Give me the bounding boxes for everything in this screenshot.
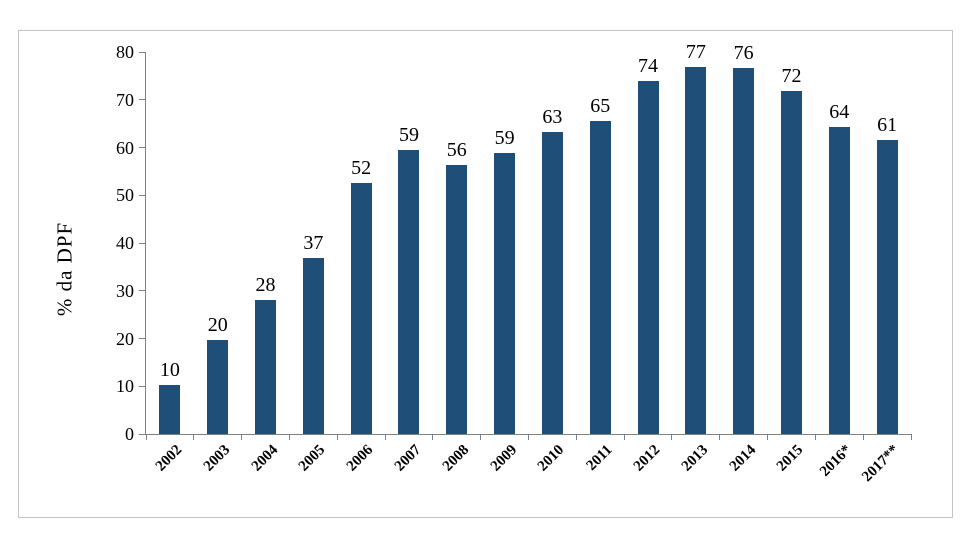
x-axis-tick: [862, 434, 864, 440]
y-axis-title: % da DPF: [52, 221, 77, 317]
bar: [350, 183, 372, 434]
y-axis-tick-label: 40: [116, 233, 134, 253]
bar: [207, 339, 229, 434]
y-axis-tick: [139, 290, 146, 292]
bar: [780, 90, 802, 434]
x-axis-tick: [241, 434, 243, 440]
plot-area: 0 10 20 30 40 50 60 70 80 10 2002 20 2003 28 2004 37 200…: [116, 42, 912, 485]
x-axis-tick: [432, 434, 434, 440]
x-axis-category-label: 2017**: [859, 442, 903, 486]
x-axis-tick: [623, 434, 625, 440]
y-axis-tick: [139, 242, 146, 244]
x-axis-tick: [814, 434, 816, 440]
bar: [446, 164, 468, 434]
y-axis-tick: [139, 99, 146, 101]
y-axis-tick: [139, 385, 146, 387]
x-axis-category-label: 2008: [439, 442, 473, 475]
bar: [541, 131, 563, 434]
x-axis-tick: [719, 434, 721, 440]
bar: [494, 152, 516, 434]
x-axis-tick: [671, 434, 673, 440]
bar-value-label: 37: [303, 232, 324, 255]
bar-value-label: 77: [685, 41, 706, 64]
y-axis-tick: [139, 338, 146, 339]
bar-value-label: 65: [590, 95, 611, 118]
bar: [398, 150, 420, 434]
bar-value-label: 59: [494, 126, 515, 149]
bar-value-label: 56: [446, 138, 467, 161]
bar: [302, 258, 324, 434]
x-axis-category-label: 2015: [774, 442, 807, 475]
bar: [589, 121, 611, 434]
x-axis-tick: [193, 434, 195, 440]
y-axis-tick-label: 50: [116, 185, 134, 206]
bar-value-label: 59: [398, 124, 419, 147]
x-axis-category-label: 2014: [726, 442, 759, 475]
x-axis-tick: [288, 434, 290, 440]
x-axis-tick: [910, 434, 912, 440]
y-axis-tick-label: 80: [116, 42, 134, 62]
bar-value-label: 20: [207, 313, 228, 336]
bar: [828, 127, 850, 434]
bar: [159, 384, 181, 434]
x-axis-category-label: 2013: [678, 442, 712, 475]
chart-frame: % da DPF 0 10 20 30 40 50 60 70 80 10 2002 20 2003 28…: [18, 30, 953, 518]
x-axis-category-label: 2004: [248, 442, 281, 475]
x-axis-tick: [384, 434, 386, 440]
y-axis-tick-label: 20: [116, 328, 134, 349]
bar-value-label: 61: [877, 114, 898, 137]
bar-value-label: 63: [542, 105, 563, 128]
x-axis-category-label: 2007: [391, 442, 425, 475]
bar: [637, 81, 659, 434]
x-axis-category-label: 2016*: [816, 442, 855, 480]
bar: [685, 67, 707, 434]
x-axis-category-label: 2010: [535, 442, 568, 475]
x-axis-tick: [336, 434, 338, 440]
x-axis-category-label: 2005: [296, 442, 329, 475]
y-axis-tick: [139, 433, 146, 435]
bar-value-label: 52: [351, 157, 372, 180]
y-axis-tick-label: 70: [116, 89, 134, 110]
bar: [255, 300, 277, 434]
bar: [876, 140, 898, 434]
x-axis-tick: [528, 434, 529, 440]
bar: [733, 68, 755, 434]
bar-value-label: 10: [159, 358, 180, 381]
y-axis-tick: [139, 194, 146, 196]
y-axis-tick: [139, 51, 146, 53]
x-axis-category-label: 2003: [200, 442, 234, 475]
x-axis-tick: [767, 434, 769, 440]
bar-value-label: 76: [733, 42, 754, 65]
y-axis-tick-label: 10: [116, 376, 134, 397]
y-axis-tick-label: 60: [116, 137, 134, 158]
y-axis-tick-label: 30: [116, 280, 134, 301]
x-axis-category-label: 2002: [152, 442, 186, 475]
x-axis-tick: [480, 434, 482, 440]
x-axis-category-label: 2006: [343, 442, 377, 475]
bar-value-label: 64: [829, 101, 850, 124]
x-axis-tick: [575, 434, 577, 440]
x-axis-category-label: 2009: [487, 442, 520, 475]
bar-value-label: 72: [781, 64, 802, 87]
x-axis-tick: [145, 434, 147, 440]
y-axis-tick-label: 0: [125, 424, 134, 444]
x-axis-category-label: 2011: [583, 442, 616, 474]
x-axis-category-label: 2012: [630, 442, 664, 475]
bar-value-label: 74: [638, 55, 659, 78]
y-axis-tick: [139, 147, 146, 148]
bar-value-label: 28: [255, 274, 276, 297]
